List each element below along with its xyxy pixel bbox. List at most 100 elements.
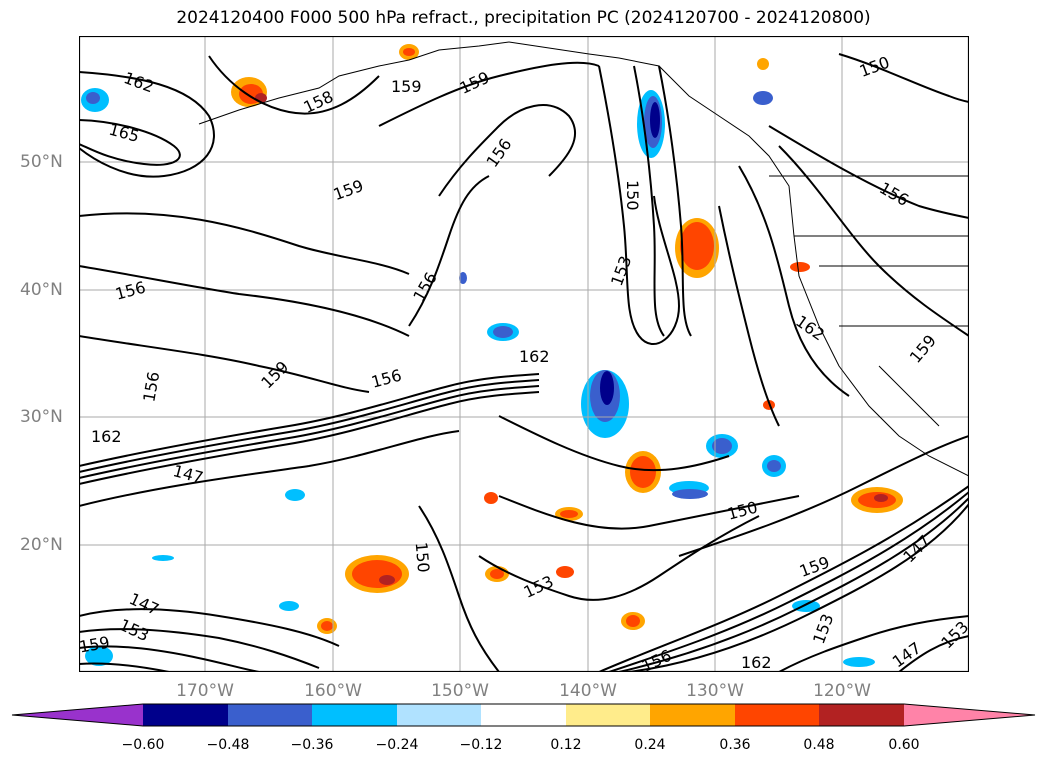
map-title: 2024120400 F000 500 hPa refract., precip… [176, 8, 871, 28]
contour-label: 153 [809, 611, 837, 646]
lat-label-50n: 50°N [20, 152, 63, 172]
colorbar-segment [312, 704, 397, 726]
colorbar-segment [650, 704, 735, 726]
contour-line [898, 635, 969, 672]
precip-blob [556, 566, 574, 578]
precip-blob [85, 646, 113, 666]
colorbar-tick-label: −0.48 [206, 737, 250, 753]
contour-line [608, 491, 969, 672]
contour-line [79, 662, 170, 672]
lon-label-130w: 130°W [686, 681, 744, 701]
precip-blob [86, 92, 100, 104]
colorbar-segment [228, 704, 312, 726]
lat-label-40n: 40°N [20, 280, 63, 300]
contour-label: 162 [121, 68, 156, 96]
contour-line [498, 495, 800, 530]
contour-label: 147 [171, 461, 205, 487]
contour-label: 159 [391, 77, 422, 96]
contour-label: 159 [906, 331, 940, 367]
contour-line [478, 515, 760, 601]
lat-label-30n: 30°N [20, 407, 63, 427]
precip-blob [403, 48, 415, 56]
colorbar-segment [819, 704, 904, 726]
contour-label: 159 [457, 68, 493, 98]
contour-label: 153 [116, 615, 152, 645]
colorbar-segment [566, 704, 650, 726]
state-border [769, 175, 969, 427]
colorbar-segment [735, 704, 819, 726]
contour-label: 156 [876, 178, 912, 210]
contour-line [79, 391, 540, 485]
contour-label: 162 [519, 347, 550, 366]
contour-line [598, 65, 680, 346]
contour-line [79, 265, 410, 337]
precip-blob [757, 58, 769, 70]
contour-label: 162 [792, 311, 828, 344]
contour-line [79, 608, 340, 647]
colorbar-extend-low [12, 704, 143, 726]
lon-label-140w: 140°W [559, 681, 617, 701]
contour-line [79, 379, 540, 473]
contour-label: 150 [857, 53, 892, 81]
precip-blob [493, 326, 513, 338]
coastline [198, 41, 510, 125]
precip-blob [712, 438, 732, 454]
contour-line [79, 385, 540, 479]
precip-blob [490, 569, 504, 579]
contour-line [778, 615, 969, 672]
colorbar-segment [143, 704, 228, 726]
contour-label: 150 [623, 180, 642, 211]
colorbar-segment [481, 704, 566, 726]
contour-label: 159 [257, 357, 292, 392]
contour-line [79, 645, 260, 672]
contour-label: 159 [797, 553, 832, 581]
colorbar-tick-label: 0.24 [634, 737, 666, 753]
contour-line [658, 65, 692, 337]
contour-label: 153 [521, 572, 557, 602]
precip-blob [484, 492, 498, 504]
precip-blob [767, 460, 781, 472]
colorbar-tick-label: 0.60 [888, 737, 920, 753]
lon-label-170w: 170°W [176, 681, 234, 701]
precip-blob [753, 91, 773, 105]
contour-line [633, 65, 665, 337]
contour-label: 150 [412, 541, 434, 573]
lat-label-20n: 20°N [20, 535, 63, 555]
contour-line [718, 205, 780, 427]
contour-line [838, 53, 969, 103]
contour-label: 147 [126, 589, 162, 619]
colorbar-tick-label: −0.24 [375, 737, 419, 753]
contour-label: 153 [937, 617, 969, 652]
precip-blob [680, 222, 714, 270]
contour-label: 156 [139, 370, 163, 403]
map-frame [79, 36, 969, 672]
contour-label: 159 [331, 176, 366, 204]
precip-blob [379, 575, 395, 585]
contour-line [418, 505, 500, 672]
contour-label: 156 [482, 135, 515, 171]
precip-blob [279, 601, 299, 611]
precip-blob [321, 621, 333, 631]
contour-label: 150 [725, 498, 759, 524]
lon-label-120w: 120°W [813, 681, 871, 701]
precip-blob [630, 456, 656, 488]
colorbar-tick-label: 0.12 [550, 737, 582, 753]
contour-label: 165 [107, 120, 141, 146]
graticule-layer [79, 36, 969, 672]
contour-line [79, 430, 460, 507]
colorbar-tick-label: 0.36 [719, 737, 751, 753]
colorbar-extend-high [904, 704, 1035, 726]
colorbar-outline [11, 703, 1036, 727]
contour-line [778, 145, 969, 337]
precip-blob [672, 489, 708, 499]
colorbar-segment [397, 704, 481, 726]
colorbar [11, 703, 1036, 727]
contour-line [79, 628, 320, 669]
colorbar-tick-label: −0.60 [121, 737, 165, 753]
contour-label: 162 [741, 653, 772, 672]
precip-blob [152, 555, 174, 561]
precip-blob [874, 494, 888, 502]
precip-blob [459, 272, 467, 284]
lon-label-150w: 150°W [431, 681, 489, 701]
coastline-layer [198, 41, 969, 477]
